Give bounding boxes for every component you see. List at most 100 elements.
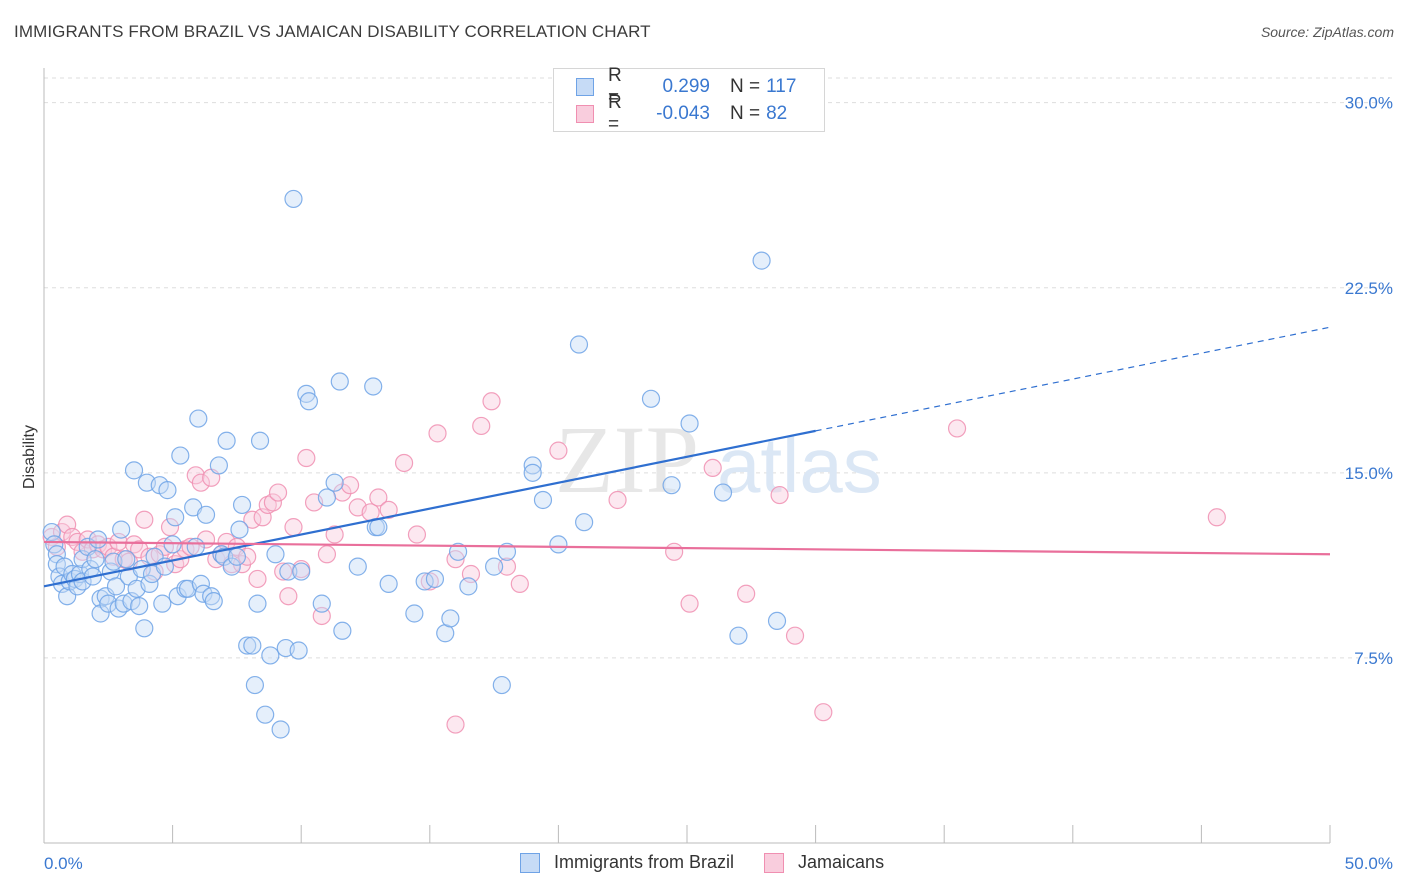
brazil-point: [497, 542, 517, 561]
brazil-point: [153, 594, 172, 613]
jamaicans-point: [135, 510, 154, 529]
jamaicans-point: [770, 485, 789, 505]
brazil-point: [232, 495, 252, 515]
brazil-point: [448, 542, 468, 561]
jamaicans-point: [284, 518, 303, 537]
brazil-point: [459, 577, 478, 596]
brazil-point: [348, 557, 367, 576]
brazil-point: [238, 636, 257, 655]
jamaicans-swatch: [576, 105, 594, 123]
jamaicans-point: [191, 473, 210, 492]
jamaicans-point: [680, 594, 699, 613]
brazil-point: [641, 389, 661, 408]
jamaicans-point: [124, 535, 144, 554]
brazil-point: [117, 550, 136, 569]
trend-line-brazil: [43, 429, 816, 588]
y-tick-label: 7.5%: [1354, 649, 1393, 668]
brazil-point: [248, 594, 267, 613]
brazil-point: [575, 513, 594, 532]
brazil-point: [99, 594, 118, 613]
brazil-point: [569, 335, 589, 354]
legend-item-jamaicans: Jamaicans: [764, 852, 884, 873]
brazil-point: [680, 414, 699, 433]
jamaicans-point: [446, 715, 465, 734]
trend-line-brazil-extension: [815, 326, 1331, 432]
brazil-point: [425, 569, 445, 589]
brazil-point: [166, 508, 185, 527]
brazil-point: [662, 476, 681, 495]
jamaicans-point: [78, 530, 97, 549]
brazil-point: [312, 594, 331, 613]
brazil-point: [364, 377, 383, 396]
brazil-point: [289, 641, 308, 660]
jamaicans-point: [665, 542, 684, 561]
jamaicans-point: [549, 441, 568, 460]
jamaicans-point: [703, 458, 722, 478]
brazil-point: [492, 675, 511, 695]
brazil-point: [261, 646, 280, 665]
n-value-jamaicans: 82: [766, 103, 788, 124]
brazil-point: [106, 577, 126, 596]
watermark: ZIP atlas: [555, 406, 882, 513]
brazil-swatch: [576, 78, 594, 96]
brazil-point: [523, 456, 542, 475]
stats-row-jamaicans: R = -0.043 N = 82: [576, 92, 788, 135]
jamaicans-point: [394, 453, 414, 473]
brazil-point: [245, 675, 265, 695]
jamaicans-point: [130, 540, 149, 559]
brazil-point: [441, 609, 460, 628]
brazil-point: [204, 592, 223, 611]
brazil-point: [163, 535, 182, 554]
y-tick-label: 30.0%: [1345, 94, 1393, 113]
brazil-point: [124, 461, 144, 480]
x-tick-label-max: 50.0%: [1345, 854, 1393, 873]
brazil-point: [299, 392, 319, 411]
brazil-point: [135, 619, 154, 638]
brazil-point: [91, 604, 110, 623]
jamaicans-point: [379, 500, 398, 519]
brazil-point: [186, 537, 205, 556]
brazil-point: [196, 505, 216, 524]
brazil-point: [279, 562, 298, 581]
jamaicans-point: [1207, 508, 1226, 527]
legend-item-brazil: Immigrants from Brazil: [520, 852, 734, 873]
brazil-point: [217, 431, 236, 450]
series-jamaicans: [42, 392, 1226, 734]
brazil-point: [549, 535, 568, 554]
brazil-point: [112, 520, 131, 539]
brazil-point: [523, 463, 542, 482]
axes: [43, 68, 1331, 844]
brazil-point: [297, 384, 316, 403]
brazil-point: [130, 596, 149, 616]
jamaicans-point: [317, 545, 337, 564]
series-brazil: [42, 189, 787, 739]
n-value-brazil: 117: [766, 76, 797, 97]
watermark-atlas: atlas: [717, 421, 882, 509]
jamaicans-point: [369, 488, 388, 507]
trend-lines: [43, 326, 1331, 588]
r-value-brazil: 0.299: [662, 76, 710, 97]
tick-labels: 7.5% 15.0% 22.5% 30.0% 0.0% 50.0%: [44, 94, 1393, 873]
brazil-point: [202, 587, 221, 606]
brazil-point: [729, 626, 748, 645]
brazil-point: [189, 409, 208, 428]
jamaicans-point: [297, 448, 316, 468]
r-value-jamaicans: -0.043: [656, 103, 710, 124]
brazil-point: [713, 483, 733, 502]
brazil-point: [171, 446, 190, 465]
brazil-point: [168, 587, 187, 606]
stats-row-brazil: R = 0.299 N = 117: [576, 65, 797, 108]
brazil-point: [533, 490, 553, 510]
legend-label-jamaicans: Jamaicans: [798, 852, 885, 872]
jamaicans-point: [814, 703, 833, 722]
jamaicans-point: [785, 626, 805, 645]
brazil-point: [752, 251, 771, 270]
jamaicans-point: [238, 547, 257, 566]
jamaicans-point: [482, 392, 501, 411]
brazil-point: [158, 481, 177, 500]
n-label: N =: [730, 76, 761, 97]
brazil-point: [292, 562, 311, 581]
jamaicans-point: [340, 476, 360, 495]
brazil-point: [222, 557, 241, 576]
